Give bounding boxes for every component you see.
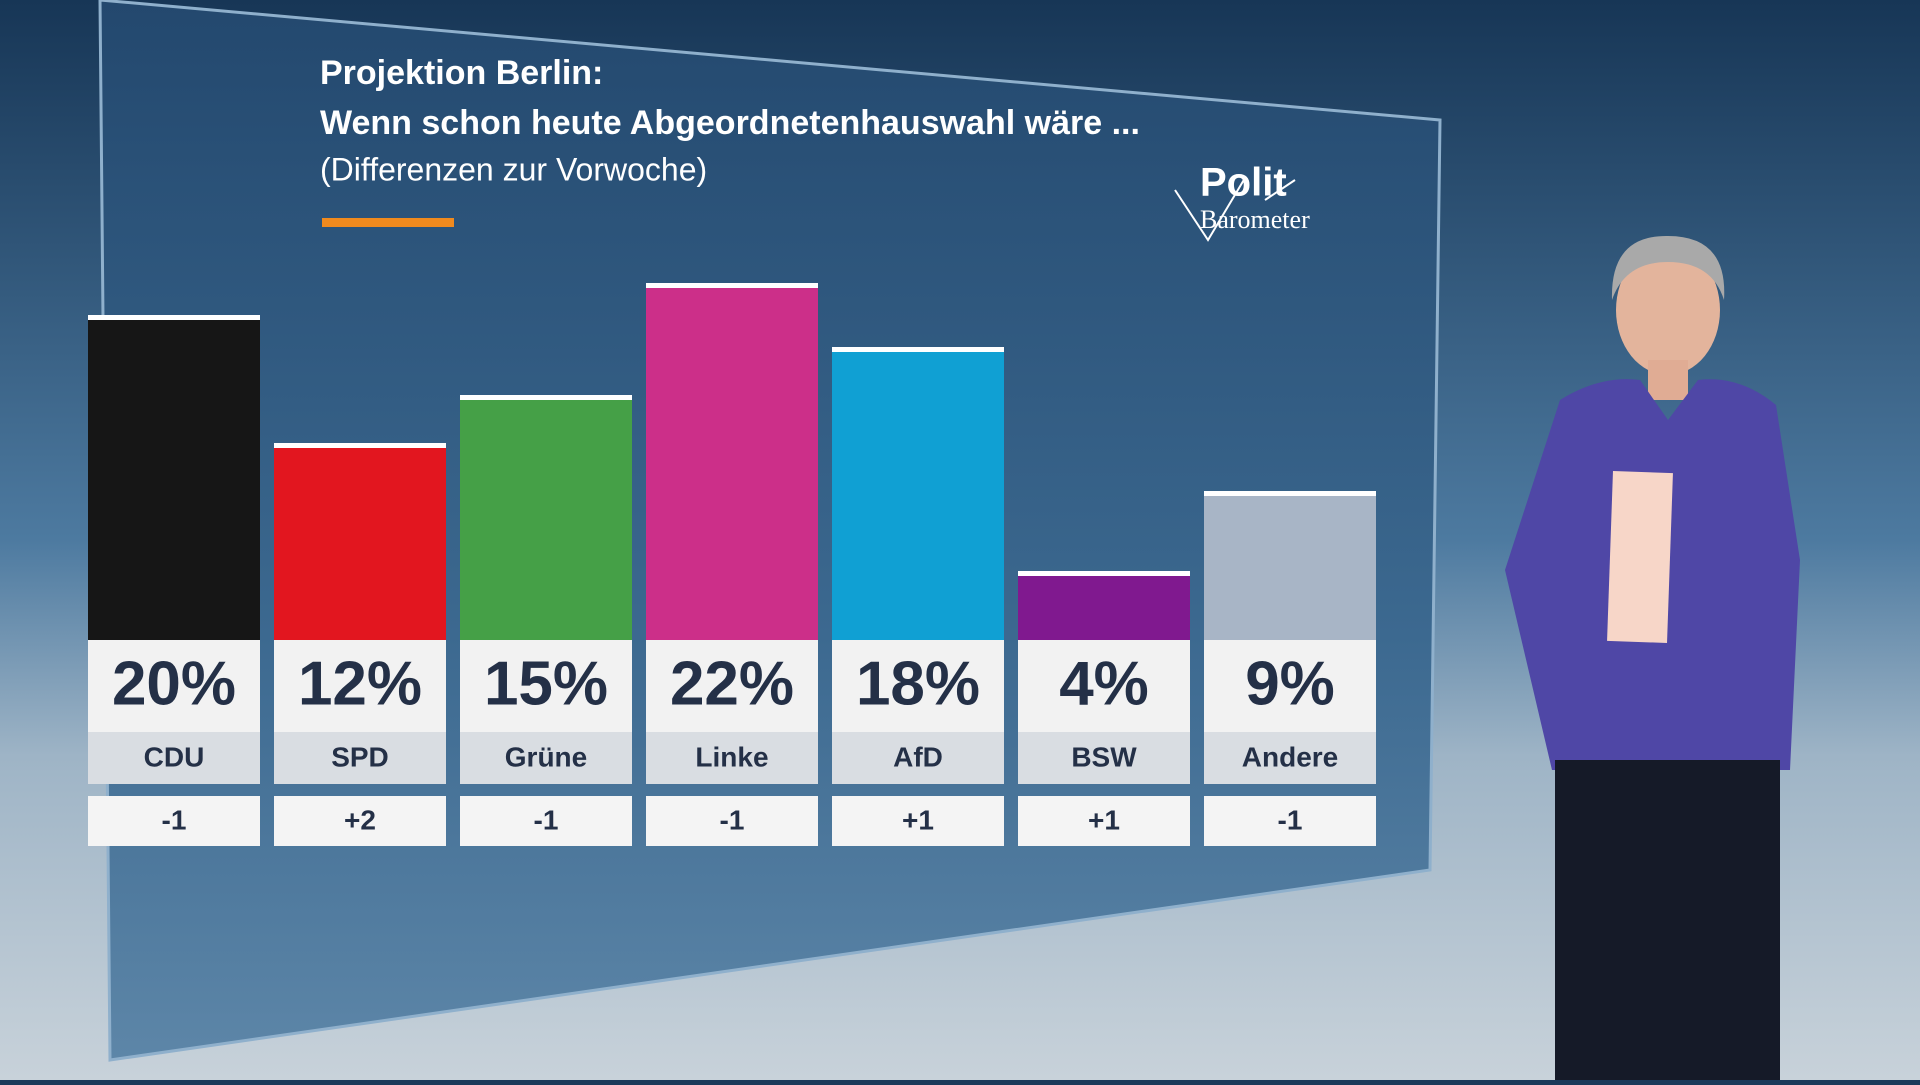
change-box (460, 796, 632, 846)
subtitle: Wenn schon heute Abgeordnetenhauswahl wä… (320, 104, 1140, 142)
bar-cap (832, 347, 1004, 352)
change-label: +1 (1088, 804, 1120, 835)
category-box (1204, 732, 1376, 784)
bar (274, 448, 446, 640)
logo-check (1174, 177, 1296, 242)
value-label: 9% (1245, 649, 1335, 718)
bar (646, 288, 818, 640)
change-box (646, 796, 818, 846)
accent-bar (322, 218, 454, 227)
change-label: -1 (720, 804, 745, 835)
category-box (274, 732, 446, 784)
bar-cap (274, 443, 446, 448)
change-label: -1 (1278, 804, 1303, 835)
category-box (88, 732, 260, 784)
value-label: 22% (670, 649, 794, 718)
bar-cap (1018, 571, 1190, 576)
category-box (646, 732, 818, 784)
value-label: 20% (112, 649, 236, 718)
bar (88, 320, 260, 640)
change-box (1018, 796, 1190, 846)
bar (460, 400, 632, 640)
change-box (1204, 796, 1376, 846)
category-label: Grüne (505, 741, 587, 772)
category-label: CDU (144, 741, 205, 772)
bar-cap (1204, 491, 1376, 496)
bar (832, 352, 1004, 640)
category-box (832, 732, 1004, 784)
presenter (1505, 235, 1800, 1080)
note: (Differenzen zur Vorwoche) (320, 151, 707, 187)
change-label: +2 (344, 804, 376, 835)
bar (1018, 576, 1190, 640)
value-label: 12% (298, 649, 422, 718)
category-box (1018, 732, 1190, 784)
bar-cap (88, 315, 260, 320)
category-label: Andere (1242, 741, 1338, 772)
logo-bottom: Barometer (1200, 205, 1310, 234)
bar-cap (460, 395, 632, 400)
bar-cap (646, 283, 818, 288)
value-label: 18% (856, 649, 980, 718)
value-label: 15% (484, 649, 608, 718)
change-label: -1 (162, 804, 187, 835)
category-label: AfD (893, 741, 943, 772)
category-label: BSW (1071, 741, 1137, 772)
value-box (646, 640, 818, 732)
category-box (460, 732, 632, 784)
change-label: +1 (902, 804, 934, 835)
change-box (274, 796, 446, 846)
category-label: Linke (695, 741, 768, 772)
value-box (1204, 640, 1376, 732)
change-box (88, 796, 260, 846)
value-box (274, 640, 446, 732)
value-box (1018, 640, 1190, 732)
value-box (88, 640, 260, 732)
category-label: SPD (331, 741, 389, 772)
change-box (832, 796, 1004, 846)
value-box (832, 640, 1004, 732)
title: Projektion Berlin: (320, 54, 603, 92)
value-label: 4% (1059, 649, 1149, 718)
change-label: -1 (534, 804, 559, 835)
value-box (460, 640, 632, 732)
bar (1204, 496, 1376, 640)
